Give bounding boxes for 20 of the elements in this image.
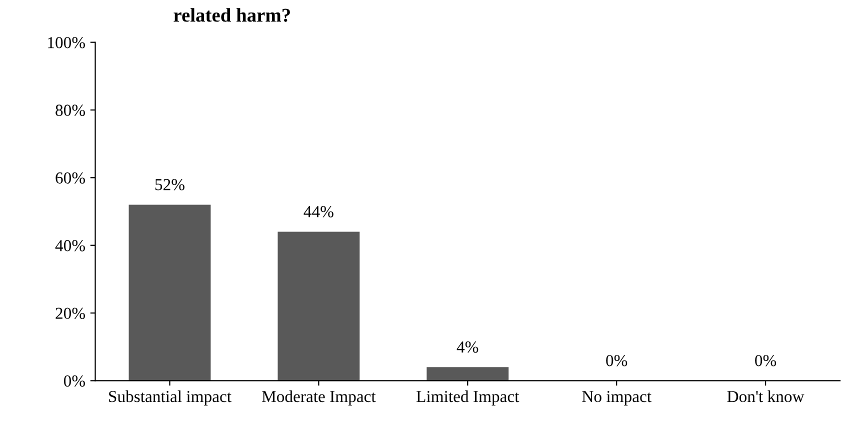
y-tick-label: 80% <box>56 104 85 116</box>
x-tick-label: Moderate Impact <box>262 390 376 406</box>
y-tick-label: 60% <box>56 172 85 184</box>
x-tick-label: No impact <box>582 390 652 406</box>
bar <box>426 367 509 381</box>
y-tick-label: 20% <box>56 308 85 320</box>
x-tick-label: Limited Impact <box>416 390 520 406</box>
data-label: 52% <box>155 178 184 190</box>
data-label: 0% <box>755 354 776 366</box>
y-tick-label: 100% <box>48 37 85 48</box>
x-tick-label: Don't know <box>727 390 804 402</box>
bar <box>278 232 360 381</box>
x-tick-label: Substantial impact <box>109 390 232 406</box>
chart-title: related harm? <box>174 8 290 22</box>
data-label: 4% <box>456 341 478 353</box>
data-label: 0% <box>606 354 628 366</box>
y-tick-label: 0% <box>64 375 85 387</box>
y-tick-label: 40% <box>55 240 85 252</box>
bar <box>128 204 211 381</box>
data-label: 44% <box>304 206 334 218</box>
